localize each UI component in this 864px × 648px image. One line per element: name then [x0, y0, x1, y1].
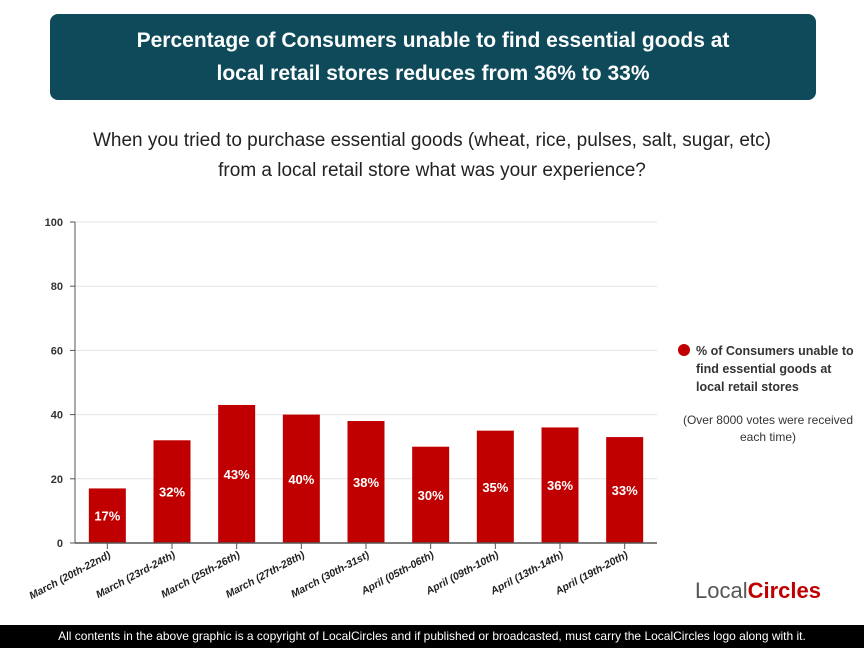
x-tick-label: April (09th-10th): [423, 549, 501, 598]
survey-question: When you tried to purchase essential goo…: [92, 130, 772, 181]
title: Percentage of Consumers unable to find e…: [136, 29, 730, 85]
x-tick-label: April (19th-20th): [552, 549, 630, 598]
data-label: 35%: [482, 480, 508, 495]
logo-text-circles: Circles: [747, 578, 821, 603]
data-label: 38%: [353, 475, 379, 490]
votes-note: (Over 8000 votes were received each time…: [682, 413, 854, 444]
data-label: 30%: [418, 488, 444, 503]
bar: [476, 430, 514, 543]
data-label: 17%: [94, 509, 120, 524]
bar: [412, 446, 450, 543]
bar: [282, 414, 320, 543]
y-tick-label: 60: [51, 345, 63, 357]
data-label: 36%: [547, 478, 573, 493]
data-label: 43%: [224, 467, 250, 482]
title-banner: Percentage of Consumers unable to find e…: [50, 14, 816, 100]
bar: [153, 440, 191, 543]
x-tick-label: April (05th-06th): [358, 549, 436, 598]
bar: [347, 421, 385, 543]
y-tick-label: 40: [51, 410, 63, 422]
logo-text: Local: [695, 578, 748, 603]
data-label: 32%: [159, 485, 185, 500]
bar: [88, 488, 126, 543]
copyright-footer: All contents in the above graphic is a c…: [0, 625, 864, 648]
y-tick-label: 0: [57, 538, 63, 550]
bar: [606, 437, 644, 543]
y-tick-label: 80: [51, 281, 63, 293]
y-tick-label: 20: [51, 474, 63, 486]
data-label: 40%: [288, 472, 314, 487]
legend: % of Consumers unable to find essential …: [678, 342, 858, 446]
legend-marker: [678, 344, 690, 356]
y-tick-label: 100: [45, 217, 63, 229]
bar: [541, 427, 579, 543]
x-tick-label: April (13th-14th): [488, 549, 566, 598]
legend-label: % of Consumers unable to find essential …: [696, 344, 854, 394]
data-label: 33%: [612, 483, 638, 498]
bar: [218, 404, 256, 543]
localcircles-logo: LocalCircles: [695, 578, 821, 604]
